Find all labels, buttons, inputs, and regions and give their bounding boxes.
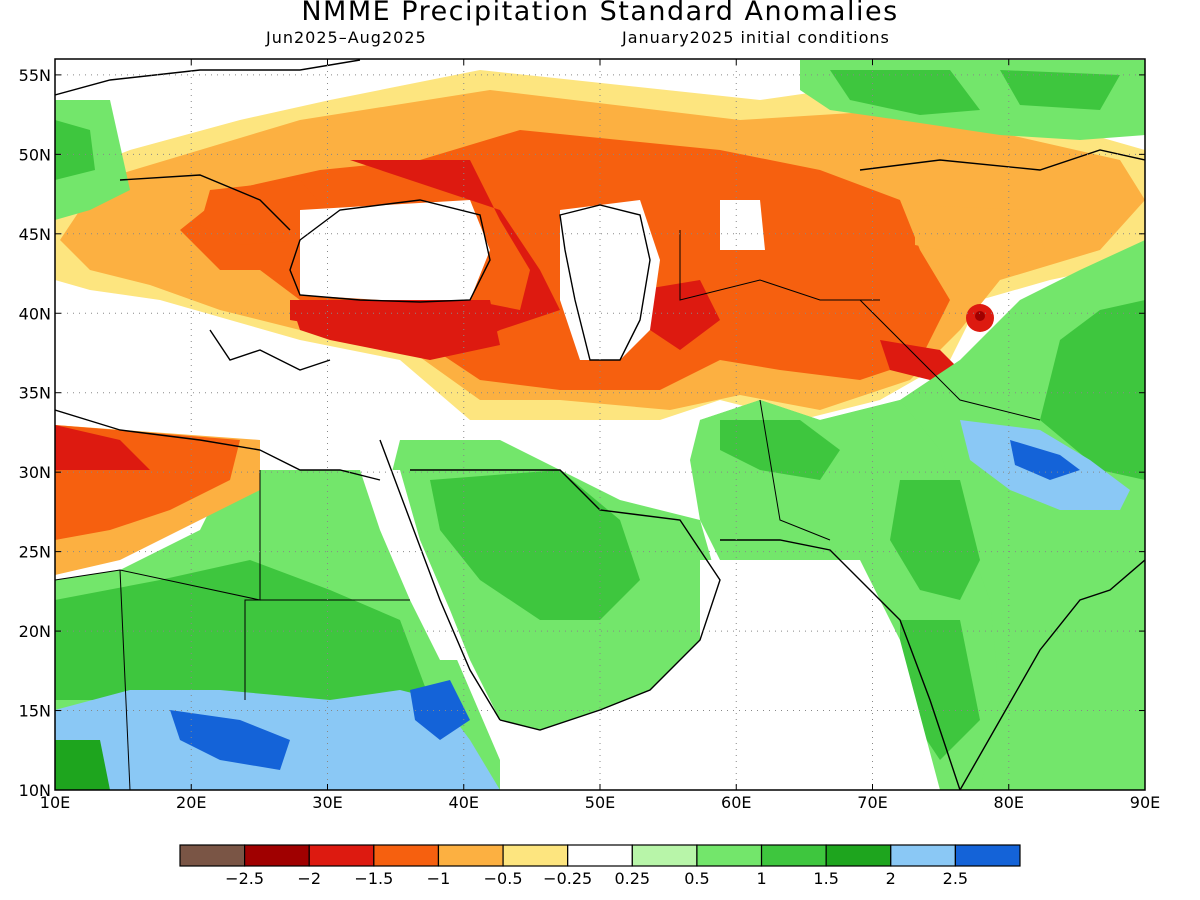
- y-tick-label: 35N: [19, 384, 51, 403]
- colorbar-label: 1.5: [813, 869, 838, 888]
- colorbar-label: 0.25: [614, 869, 650, 888]
- colorbar-label: 2.5: [943, 869, 968, 888]
- colorbar-label: 0.5: [684, 869, 709, 888]
- colorbar-swatch: [696, 844, 763, 867]
- map-title: NMME Precipitation Standard Anomalies: [301, 0, 899, 27]
- colorbar-label: −1.5: [354, 869, 393, 888]
- x-tick-label: 80E: [994, 793, 1024, 812]
- y-tick-label: 25N: [19, 543, 51, 562]
- colorbar-swatch: [244, 844, 310, 867]
- forecast-period: Jun2025–Aug2025: [266, 28, 427, 47]
- x-tick-label: 60E: [721, 793, 751, 812]
- colorbar-labels: −2.5 −2 −1.5 −1 −0.5 −0.25 0.25 0.5 1 1.5 2 2.5: [225, 869, 968, 888]
- y-axis-labels: 10N 15N 20N 25N 30N 35N 40N 45N 50N 55N: [19, 66, 51, 800]
- x-tick-label: 70E: [857, 793, 887, 812]
- y-tick-label: 55N: [19, 66, 51, 85]
- colorbar-swatch: [373, 844, 440, 867]
- colorbar-swatch: [890, 844, 956, 867]
- x-tick-label: 50E: [585, 793, 615, 812]
- y-tick-label: 50N: [19, 145, 51, 164]
- y-tick-label: 40N: [19, 304, 51, 323]
- x-tick-label: 20E: [176, 793, 206, 812]
- colorbar-swatch: [437, 844, 504, 867]
- y-tick-label: 10N: [19, 781, 51, 800]
- colorbar-swatch: [502, 844, 569, 867]
- colorbar: [179, 844, 1021, 867]
- x-tick-label: 90E: [1130, 793, 1160, 812]
- colorbar-swatch: [308, 844, 375, 867]
- x-tick-label: 30E: [312, 793, 342, 812]
- y-tick-label: 45N: [19, 225, 51, 244]
- y-tick-label: 30N: [19, 463, 51, 482]
- borders: [54, 230, 1041, 791]
- colorbar-swatch: [179, 844, 246, 867]
- x-tick-label: 40E: [449, 793, 479, 812]
- y-tick-label: 20N: [19, 622, 51, 641]
- y-tick-label: 15N: [19, 702, 51, 721]
- colorbar-label: 2: [886, 869, 896, 888]
- coastlines: [55, 59, 1145, 790]
- colorbar-label: −0.5: [484, 869, 523, 888]
- colorbar-label: 1: [756, 869, 766, 888]
- colorbar-label: −0.25: [543, 869, 592, 888]
- axis-ticks: [54, 59, 1146, 791]
- colorbar-label: −2: [297, 869, 321, 888]
- x-axis-labels: 10E 20E 30E 40E 50E 60E 70E 80E 90E: [40, 793, 1160, 812]
- colorbar-label: −1: [427, 869, 451, 888]
- colorbar-swatch: [631, 844, 698, 867]
- colorbar-label: −2.5: [225, 869, 264, 888]
- x-tick-label: 10E: [40, 793, 70, 812]
- colorbar-swatch: [567, 844, 633, 867]
- colorbar-swatch: [825, 844, 892, 867]
- initial-conditions: January2025 initial conditions: [622, 28, 890, 47]
- colorbar-swatch: [760, 844, 827, 867]
- anomaly-field: [55, 59, 1145, 790]
- colorbar-swatch: [954, 844, 1021, 867]
